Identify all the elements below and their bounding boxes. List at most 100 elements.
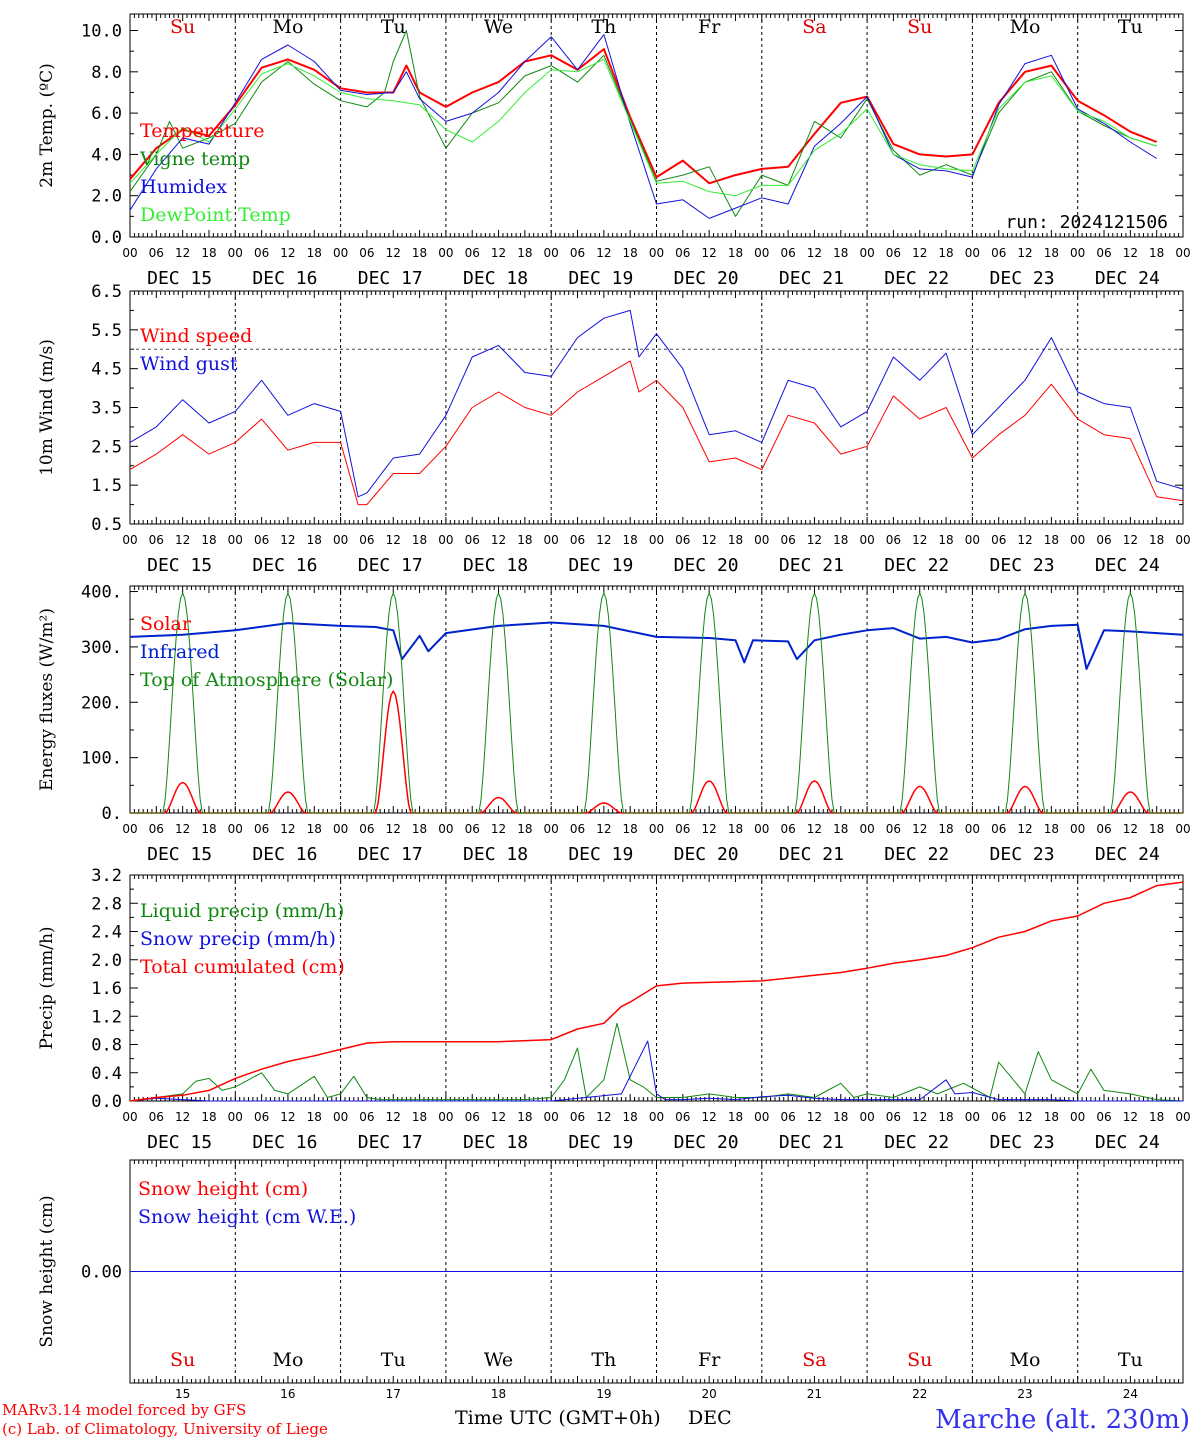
panel-energy: 0. 100. 200. 300. 400. Energy fluxes (W/m²) So… xyxy=(37,583,1191,865)
day-label: DEC 15 xyxy=(147,555,212,576)
y-tick-label: 6.0 xyxy=(91,104,122,124)
hour-label: 06 xyxy=(149,822,164,836)
panel-temp: 0.0 2.0 4.0 6.0 8.0 10.0 2m Temp. (ºC) Temperat… xyxy=(37,13,1191,289)
hour-label: 00 xyxy=(1175,246,1190,260)
hour-label: 18 xyxy=(623,1110,638,1124)
y-axis-label: 10m Wind (m/s) xyxy=(37,339,57,476)
series-line-precip-2 xyxy=(129,881,1184,1102)
series-line-wind-0 xyxy=(129,360,1184,506)
hour-label: 12 xyxy=(280,1110,295,1124)
weekday-label: Tu xyxy=(381,16,406,38)
y-tick-label: 300. xyxy=(81,638,122,658)
panel-precip: 0.0 0.4 0.8 1.2 1.6 2.0 2.4 2.8 3.2 Precip (mm/h)… xyxy=(37,866,1191,1153)
hour-label: 00 xyxy=(122,1110,137,1124)
hour-label: 06 xyxy=(1096,533,1111,547)
legend-entry: Liquid precip (mm/h) xyxy=(140,900,344,922)
series-line-temp-3 xyxy=(129,58,1157,197)
day-label: DEC 19 xyxy=(568,268,633,289)
hour-label: 06 xyxy=(359,822,374,836)
hour-label: 00 xyxy=(754,822,769,836)
hour-label: 12 xyxy=(807,1110,822,1124)
hour-label: 18 xyxy=(833,246,848,260)
hour-label: 00 xyxy=(649,246,664,260)
weekday-label: Th xyxy=(591,16,616,38)
y-tick-label: 0.0 xyxy=(91,1092,122,1112)
y-tick-label: 0.4 xyxy=(91,1064,122,1084)
hour-label: 18 xyxy=(1044,246,1059,260)
day-label: DEC 21 xyxy=(779,555,844,576)
weekday-label: We xyxy=(484,1349,513,1371)
hour-label: 12 xyxy=(280,246,295,260)
hour-label: 06 xyxy=(991,533,1006,547)
hour-label: 18 xyxy=(201,246,216,260)
day-label: DEC 24 xyxy=(1095,1132,1160,1153)
series-line-energy-1 xyxy=(129,621,1184,670)
hour-label: 12 xyxy=(175,246,190,260)
copyright: (c) Lab. of Climatology, University of L… xyxy=(2,1420,328,1438)
hour-label: 06 xyxy=(465,822,480,836)
hour-label: 12 xyxy=(702,246,717,260)
day-label: DEC 24 xyxy=(1095,268,1160,289)
hour-label: 12 xyxy=(280,822,295,836)
hour-label: 00 xyxy=(544,822,559,836)
y-tick-label: 3.2 xyxy=(91,866,122,886)
y-tick-label: 3.5 xyxy=(91,399,122,419)
hour-label: 06 xyxy=(1096,1110,1111,1124)
y-tick-label: 200. xyxy=(81,693,122,713)
hour-label: 06 xyxy=(254,533,269,547)
y-tick-label: 400. xyxy=(81,583,122,603)
hour-label: 00 xyxy=(228,822,243,836)
series-line-wind-1 xyxy=(129,309,1184,498)
hour-label: 18 xyxy=(728,533,743,547)
day-label: DEC 22 xyxy=(884,555,949,576)
day-label: DEC 17 xyxy=(358,1132,423,1153)
hour-label: 06 xyxy=(359,1110,374,1124)
hour-label: 06 xyxy=(149,533,164,547)
day-label: DEC 20 xyxy=(674,268,739,289)
day-number-label: 21 xyxy=(807,1387,822,1401)
hour-label: 06 xyxy=(991,822,1006,836)
y-tick-label: 5.5 xyxy=(91,321,122,341)
day-label: DEC 22 xyxy=(884,268,949,289)
hour-label: 06 xyxy=(465,1110,480,1124)
hour-label: 18 xyxy=(307,1110,322,1124)
hour-label: 00 xyxy=(438,533,453,547)
day-label: DEC 17 xyxy=(358,844,423,865)
hour-label: 18 xyxy=(938,822,953,836)
hour-label: 06 xyxy=(991,1110,1006,1124)
month-label: DEC xyxy=(688,1407,732,1429)
hour-label: 18 xyxy=(938,246,953,260)
hour-label: 00 xyxy=(859,822,874,836)
hour-label: 18 xyxy=(201,1110,216,1124)
footer: MARv3.14 model forced by GFS(c) Lab. of … xyxy=(2,1401,1190,1438)
hour-label: 18 xyxy=(412,1110,427,1124)
day-label: DEC 20 xyxy=(674,844,739,865)
hour-label: 18 xyxy=(307,246,322,260)
hour-label: 00 xyxy=(649,822,664,836)
day-label: DEC 16 xyxy=(252,844,317,865)
weekday-label: Tu xyxy=(1118,1349,1143,1371)
hour-label: 00 xyxy=(544,246,559,260)
hour-label: 00 xyxy=(1175,1110,1190,1124)
day-label: DEC 20 xyxy=(674,1132,739,1153)
hour-label: 00 xyxy=(228,1110,243,1124)
hour-label: 06 xyxy=(886,822,901,836)
hour-label: 18 xyxy=(938,533,953,547)
hour-label: 12 xyxy=(1017,246,1032,260)
hour-label: 12 xyxy=(912,1110,927,1124)
hour-label: 18 xyxy=(623,822,638,836)
day-label: DEC 16 xyxy=(252,1132,317,1153)
y-tick-label: 1.6 xyxy=(91,979,122,999)
hour-label: 00 xyxy=(1070,246,1085,260)
day-label: DEC 19 xyxy=(568,555,633,576)
hour-label: 12 xyxy=(1017,533,1032,547)
legend-entry: Snow height (cm W.E.) xyxy=(138,1206,356,1228)
hour-label: 00 xyxy=(1175,822,1190,836)
hour-label: 12 xyxy=(386,246,401,260)
day-label: DEC 18 xyxy=(463,1132,528,1153)
day-label: DEC 22 xyxy=(884,844,949,865)
hour-label: 06 xyxy=(675,822,690,836)
hour-label: 18 xyxy=(307,822,322,836)
hour-label: 00 xyxy=(1175,533,1190,547)
legend-entry: DewPoint Temp xyxy=(140,204,291,226)
